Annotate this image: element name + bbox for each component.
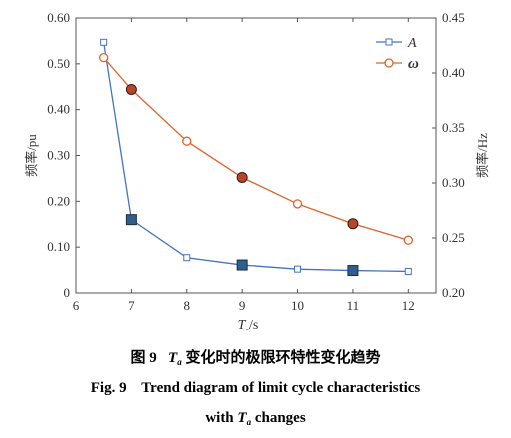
data-point-omega	[236, 172, 248, 183]
legend-marker-omega	[384, 58, 394, 68]
caption-english-line1: Fig. 9 Trend diagram of limit cycle char…	[90, 380, 421, 396]
y-right-tick-label: 0.20	[442, 285, 465, 300]
x-tick-label: 8	[184, 298, 191, 313]
series-line-A	[103, 42, 409, 273]
data-point-A	[347, 265, 359, 277]
caption-en-suffix: changes	[251, 410, 306, 426]
data-point-omega	[292, 199, 303, 209]
caption-chinese: 图 9 Ta 变化时的极限环特性变化趋势	[0, 346, 511, 367]
data-point-A	[100, 38, 108, 46]
x-tick-label: 6	[73, 298, 80, 313]
y-right-tick-label: 0.45	[442, 10, 465, 25]
data-point-omega	[347, 218, 359, 230]
y-left-axis-label: 频率/pu	[24, 134, 39, 177]
y-left-tick-label: 0.40	[47, 102, 70, 117]
y-right-tick-label: 0.25	[442, 230, 465, 245]
data-point-A	[294, 265, 302, 273]
x-tick-label: 7	[128, 298, 135, 313]
legend-marker-A	[385, 38, 393, 46]
caption-cn-text: 变化时的极限环特性变化趋势	[181, 350, 381, 366]
plot-frame	[75, 17, 437, 294]
caption-en-variable: T	[237, 410, 247, 426]
caption-en-prefix: with	[205, 410, 238, 426]
caption-cn-variable-subscript: a	[177, 357, 182, 367]
caption-cn-variable: T	[168, 350, 178, 366]
data-point-omega	[182, 136, 192, 146]
x-tick-label: 11	[347, 298, 360, 313]
y-left-tick-label: 0	[64, 285, 71, 300]
caption-en-variable-subscript: a	[246, 417, 252, 427]
y-left-tick-label: 0.50	[47, 56, 70, 71]
data-point-A	[404, 267, 412, 275]
data-point-omega	[403, 235, 413, 245]
data-point-omega	[99, 52, 109, 63]
data-point-A	[236, 259, 248, 271]
y-left-tick-label: 0.20	[47, 193, 70, 208]
legend-label-omega: ω	[408, 56, 419, 72]
x-axis-label: Ta/s	[238, 318, 259, 330]
caption-english-line2: with Ta changes	[0, 410, 511, 427]
y-right-tick-label: 0.35	[442, 120, 465, 135]
caption-cn-figure-number: 图 9	[130, 350, 157, 366]
y-right-tick-label: 0.40	[442, 65, 465, 80]
data-point-A	[183, 254, 191, 262]
y-right-tick-label: 0.30	[442, 175, 465, 190]
x-tick-label: 12	[402, 298, 415, 313]
x-tick-label: 9	[239, 298, 246, 313]
data-point-A	[125, 214, 137, 226]
chart: 6 7 8 9 10 11 12 0 0.10 0.20 0.30 0.40 0.50 0.60 0.20 0…	[24, 10, 490, 330]
y-left-tick-label: 0.30	[47, 148, 70, 163]
y-left-tick-label: 0.60	[47, 10, 70, 25]
data-point-omega	[125, 84, 137, 95]
y-right-axis-label: 频率/Hz	[475, 133, 490, 178]
x-tick-label: 10	[291, 298, 304, 313]
y-left-tick-label: 0.10	[47, 239, 70, 254]
series-line-omega	[103, 57, 409, 241]
legend-label-A: A	[407, 36, 417, 51]
